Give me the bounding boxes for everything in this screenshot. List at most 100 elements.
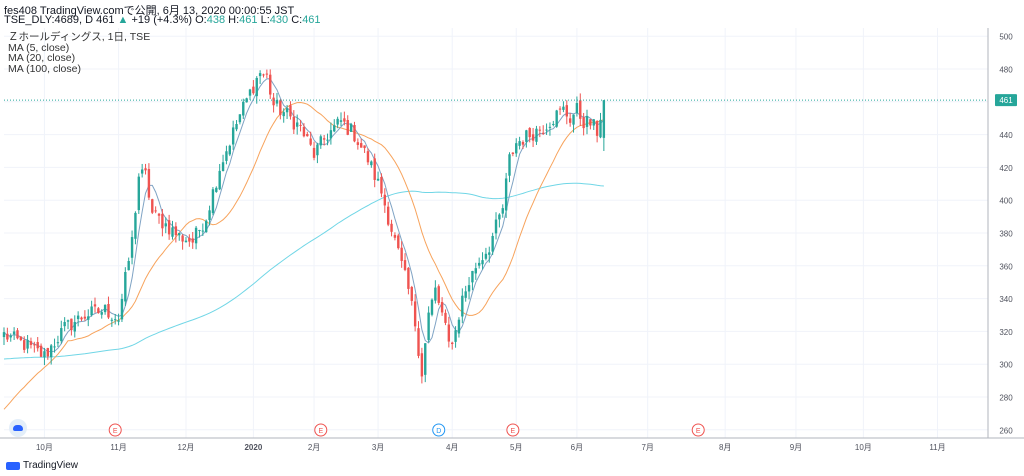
candle-body [167,220,171,235]
candle-body [336,118,339,125]
candle-body [23,340,26,350]
candle-body [424,343,427,375]
price-tick-label: 400 [999,197,1013,206]
time-tick-label: 2月 [308,443,320,452]
change-arrow-icon: ▲ [117,14,129,26]
candle-body [346,120,349,135]
candle-body [427,312,430,340]
candle-body [117,320,120,322]
candle-body [525,130,528,142]
candle-body [595,121,599,136]
publish-line: fes408 TradingView.comで公開, 6月 13, 2020 0… [4,5,295,17]
candle-body [178,233,181,236]
close-value: 461 [302,14,321,26]
candle-body [579,100,582,119]
last-price-marker: 461 [4,94,1017,107]
candle-body [542,132,545,134]
candle-body [555,110,558,127]
tradingview-logo-icon [6,461,20,470]
candle-body [137,176,140,211]
candle-body [481,260,484,265]
tradingview-logo[interactable]: TradingView [6,460,78,471]
candle-body [12,331,16,335]
chart-grid [4,28,988,438]
candle-body [90,306,93,316]
candle-body [457,319,461,334]
candle-body [107,304,110,318]
candle-body [403,260,407,270]
candle-body [114,319,117,321]
candle-body [312,147,316,158]
candle-body [299,124,302,126]
time-tick-label: 11月 [929,443,945,452]
candle-body [467,285,471,292]
legend-ma100[interactable]: MA (100, close) [8,62,81,75]
candle-body [140,169,144,174]
candle-body [370,161,373,166]
candle-body [2,332,6,338]
candle-body [279,100,282,115]
candle-body [218,170,221,190]
candle-body [464,291,467,298]
candle-body [447,324,451,342]
event-marker [314,423,328,437]
candle-body [535,128,538,142]
candle-body [6,333,9,340]
ma20-line [3,101,605,410]
candle-body [205,220,208,233]
candle-body [255,77,258,97]
cloud-icon[interactable] [9,419,27,437]
candle-body [272,97,275,106]
time-tick-label: 5月 [510,443,522,452]
candle-body [252,86,255,94]
candle-body [43,351,46,358]
event-marker [108,423,122,437]
legend-ma5[interactable]: MA (5, close) [8,41,70,54]
candle-body [191,238,194,243]
candle-body [511,152,515,154]
candle-body [134,212,137,239]
price-tick-label: 360 [999,262,1013,271]
open-label: O: [195,14,207,26]
candle-body [93,304,97,307]
candle-body [410,286,413,301]
candle-body [26,340,29,349]
candle-body [558,108,562,110]
candle-body [181,235,184,242]
legend-title: Ｚホールディングス, 1日, TSE [8,31,151,43]
candle-body [333,125,336,132]
last-price-label: 461 [999,96,1013,105]
candle-body [353,125,356,142]
time-tick-label: 6月 [571,443,583,452]
time-tick-label: 9月 [790,443,802,452]
candle-body [602,100,606,138]
candle-body [83,316,87,319]
event-marker [691,423,705,437]
candle-body [329,130,333,139]
candle-body [231,127,235,145]
candle-body [76,315,80,320]
candle-body [538,129,542,131]
candle-body [154,210,157,212]
time-tick-label: 3月 [372,443,384,452]
open-value: 438 [206,14,226,26]
candle-body [548,126,552,128]
candle-body [245,98,248,103]
event-marker-label: E [318,428,323,435]
legend-ma20[interactable]: MA (20, close) [8,52,76,64]
candle-body [124,271,127,302]
price-tick-label: 340 [999,295,1013,304]
candle-body [393,234,397,238]
candle-body [413,301,417,327]
candle-body [471,270,474,283]
candle-body [198,230,201,232]
ma100-line [3,182,604,360]
candle-body [397,235,400,249]
candle-body [390,223,393,232]
candle-body [531,134,535,141]
candle-body [319,136,322,146]
candle-body [498,214,501,220]
candle-body [349,124,353,132]
